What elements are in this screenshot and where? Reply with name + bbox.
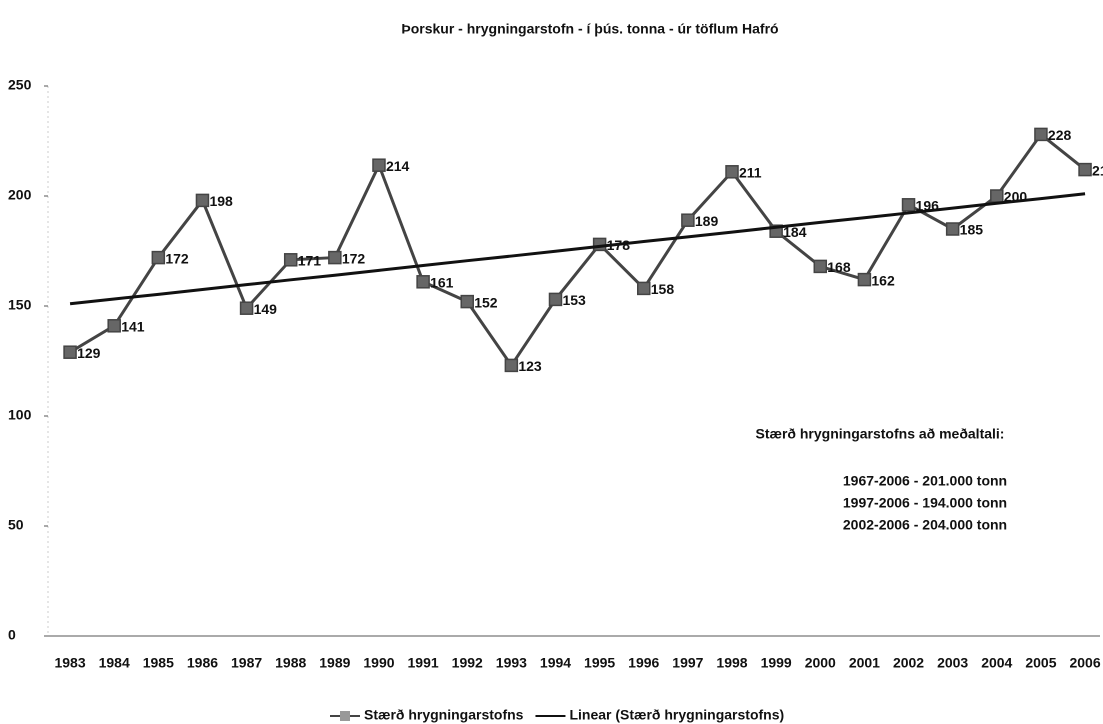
data-label: 168 xyxy=(827,259,851,275)
x-tick-label: 1997 xyxy=(672,655,703,671)
point-marker xyxy=(283,253,298,267)
x-tick-label: 1993 xyxy=(496,655,527,671)
data-label: 123 xyxy=(518,358,542,374)
y-tick-label: 100 xyxy=(8,407,32,423)
data-label: 198 xyxy=(209,193,233,209)
point-marker xyxy=(857,272,872,287)
data-label: 228 xyxy=(1048,127,1072,143)
data-label: 153 xyxy=(562,292,586,308)
data-label: 162 xyxy=(871,272,895,288)
chart-title: Þorskur - hrygningarstofn - í þús. tonna… xyxy=(401,21,778,37)
data-label: 158 xyxy=(651,281,675,297)
x-tick-label: 1996 xyxy=(628,655,659,671)
x-tick-label: 1983 xyxy=(54,655,85,671)
y-tick-label: 50 xyxy=(8,517,24,533)
data-label: 149 xyxy=(254,301,278,317)
trend-line xyxy=(69,192,1086,306)
x-tick-label: 1998 xyxy=(716,655,747,671)
series-line xyxy=(69,132,1086,369)
point-marker xyxy=(328,250,342,265)
x-tick-label: 1986 xyxy=(187,655,218,671)
data-label: 212 xyxy=(1092,162,1103,178)
point-marker xyxy=(107,319,121,333)
legend-label: Linear (Stærð hrygningarstofns) xyxy=(569,707,784,723)
data-label: 129 xyxy=(77,345,101,361)
legend-label: Stærð hrygningarstofns xyxy=(364,707,524,723)
data-label: 214 xyxy=(386,158,410,174)
point-marker xyxy=(990,189,1004,203)
x-tick-label: 1987 xyxy=(231,655,262,671)
x-tick-label: 2006 xyxy=(1069,655,1100,671)
data-label: 172 xyxy=(342,250,366,266)
data-label: 161 xyxy=(430,275,454,291)
point-marker xyxy=(548,292,563,307)
y-tick-label: 200 xyxy=(8,187,32,203)
x-tick-label: 1991 xyxy=(408,655,439,671)
point-marker xyxy=(813,259,828,274)
y-tick-label: 250 xyxy=(8,77,32,93)
x-tick-label: 1995 xyxy=(584,655,615,671)
y-tick-label: 150 xyxy=(8,297,32,313)
point-marker xyxy=(1034,127,1048,142)
x-tick-label: 1989 xyxy=(319,655,350,671)
data-label: 185 xyxy=(960,222,984,238)
point-marker xyxy=(945,222,960,236)
point-marker xyxy=(416,275,430,289)
annotation: 1967-2006 - 201.000 tonn xyxy=(843,473,1007,489)
legend-marker xyxy=(340,711,350,721)
point-marker xyxy=(504,358,519,373)
x-tick-label: 2001 xyxy=(849,655,880,671)
x-tick-label: 2004 xyxy=(981,655,1012,671)
data-label: 189 xyxy=(695,213,719,229)
point-marker xyxy=(592,237,607,252)
point-marker xyxy=(681,213,695,227)
point-marker xyxy=(239,301,254,315)
point-marker xyxy=(372,158,386,172)
annotation: 2002-2006 - 204.000 tonn xyxy=(843,517,1007,533)
x-tick-label: 1990 xyxy=(363,655,394,671)
point-marker xyxy=(460,294,474,309)
x-tick-label: 2003 xyxy=(937,655,968,671)
data-label: 141 xyxy=(121,319,145,335)
x-tick-label: 2005 xyxy=(1025,655,1056,671)
point-marker xyxy=(63,345,77,359)
x-tick-label: 1999 xyxy=(761,655,792,671)
point-marker xyxy=(151,250,166,265)
x-tick-label: 1984 xyxy=(99,655,130,671)
data-label: 211 xyxy=(739,165,762,181)
y-tick-label: 0 xyxy=(8,627,16,643)
data-label: 172 xyxy=(165,250,189,266)
point-marker xyxy=(725,165,739,179)
point-marker xyxy=(637,281,651,296)
data-label: 152 xyxy=(474,294,498,310)
point-marker xyxy=(195,193,210,208)
x-tick-label: 1994 xyxy=(540,655,571,671)
x-tick-label: 1988 xyxy=(275,655,306,671)
annotation: 1997-2006 - 194.000 tonn xyxy=(843,495,1007,511)
point-marker xyxy=(1078,162,1092,177)
x-tick-label: 1985 xyxy=(143,655,174,671)
x-tick-label: 2002 xyxy=(893,655,924,671)
data-label: 184 xyxy=(783,224,807,240)
point-marker xyxy=(901,198,916,212)
data-label: 171 xyxy=(298,253,322,269)
x-tick-label: 2000 xyxy=(805,655,836,671)
annotation: Stærð hrygningarstofns að meðaltali: xyxy=(756,426,1005,442)
x-tick-label: 1992 xyxy=(452,655,483,671)
